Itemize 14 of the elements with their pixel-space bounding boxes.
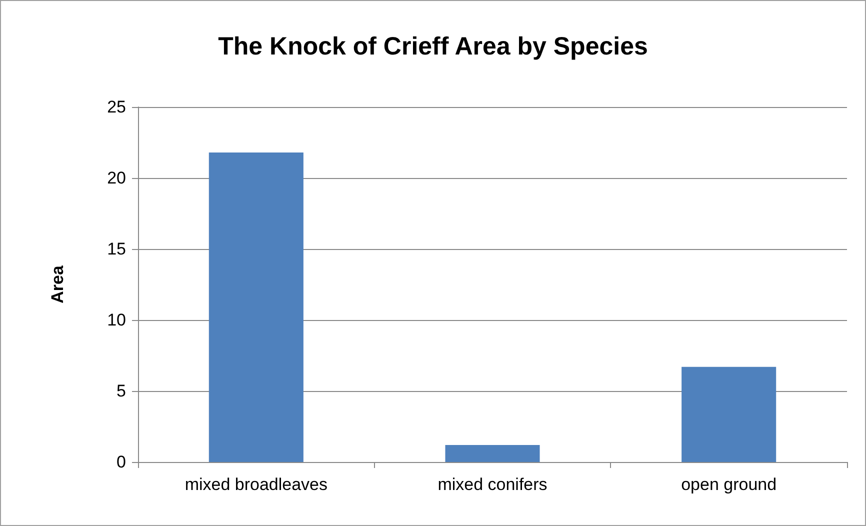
x-tick-label: mixed broadleaves <box>184 475 328 494</box>
y-tick-label: 25 <box>107 98 126 116</box>
bar <box>208 152 304 462</box>
x-tick-label: mixed conifers <box>438 475 548 494</box>
y-tick-label: 0 <box>116 452 126 472</box>
x-tick-label: open ground <box>681 475 777 494</box>
y-tick-label: 15 <box>107 240 126 258</box>
y-tick-label: 20 <box>107 168 126 188</box>
y-tick-label: 10 <box>107 310 126 330</box>
bar <box>682 366 776 462</box>
chart-title: The Knock of Crieff Area by Species <box>218 32 648 60</box>
y-tick-label: 5 <box>116 382 126 400</box>
y-axis-title: Area <box>48 265 67 304</box>
bar <box>445 444 540 462</box>
